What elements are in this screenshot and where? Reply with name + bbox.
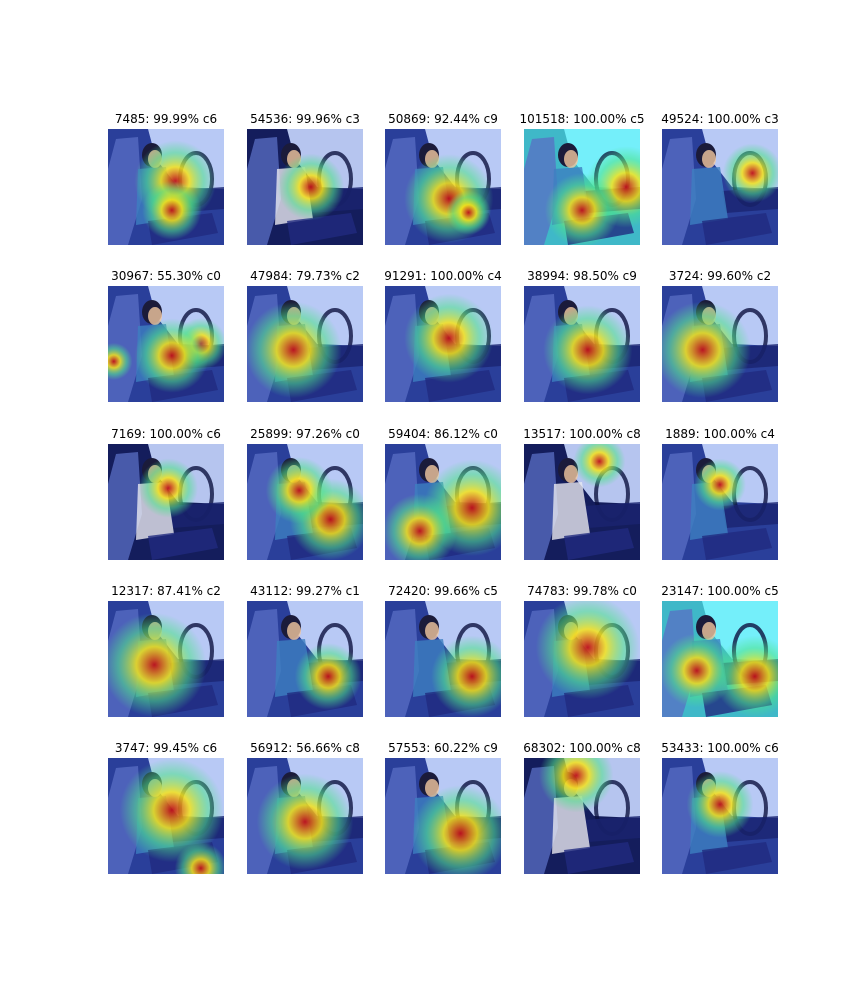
- heatmap-thumbnail: [108, 601, 224, 717]
- heat-blob: [543, 305, 632, 394]
- heat-blob: [142, 181, 201, 240]
- heat-blob: [295, 643, 362, 710]
- heatmap-thumbnail: [524, 286, 640, 402]
- heatmap-thumbnail: [662, 129, 778, 245]
- heatmap-thumbnail: [662, 601, 778, 717]
- heat-blob: [266, 457, 333, 524]
- heat-blob: [139, 458, 198, 517]
- heatmap-thumbnail: [108, 129, 224, 245]
- heatmap-thumbnail: [247, 286, 363, 402]
- thumbnail-caption: 49524: 100.00% c3: [632, 112, 808, 126]
- heat-blob: [694, 459, 746, 511]
- heatmap-thumbnail: [385, 758, 501, 874]
- thumbnail-caption: 23147: 100.00% c5: [632, 584, 808, 598]
- thumbnail-caption: 3724: 99.60% c2: [632, 269, 808, 283]
- heat-blob: [247, 302, 342, 399]
- heatmap-thumbnail: [247, 444, 363, 560]
- heat-blob: [545, 173, 619, 245]
- heatmap-thumbnail: [108, 444, 224, 560]
- heatmap-thumbnail: [247, 601, 363, 717]
- heatmap-thumbnail: [524, 758, 640, 874]
- heatmap-thumbnail: [385, 601, 501, 717]
- heatmap-thumbnail: [385, 286, 501, 402]
- heat-blob: [135, 318, 209, 392]
- heat-blob: [277, 154, 344, 221]
- heatmap-thumbnail: [662, 758, 778, 874]
- heatmap-thumbnail: [662, 286, 778, 402]
- heatmap-thumbnail: [385, 444, 501, 560]
- heatmap-thumbnail: [524, 601, 640, 717]
- heatmap-thumbnail: [108, 758, 224, 874]
- heatmap-thumbnail: [662, 444, 778, 560]
- heatmap-thumbnail: [247, 129, 363, 245]
- heatmap-thumbnail: [108, 286, 224, 402]
- heatmap-thumbnail: [524, 129, 640, 245]
- thumbnail-caption: 53433: 100.00% c6: [632, 741, 808, 755]
- heatmap-thumbnail: [524, 444, 640, 560]
- heatmap-thumbnail: [385, 129, 501, 245]
- heat-blob: [257, 774, 354, 871]
- heat-blob: [662, 633, 734, 707]
- heat-blob: [446, 190, 491, 235]
- thumbnail-caption: 1889: 100.00% c4: [632, 427, 808, 441]
- heatmap-thumbnail: [247, 758, 363, 874]
- heat-blob: [404, 294, 493, 383]
- heat-blob: [687, 771, 754, 838]
